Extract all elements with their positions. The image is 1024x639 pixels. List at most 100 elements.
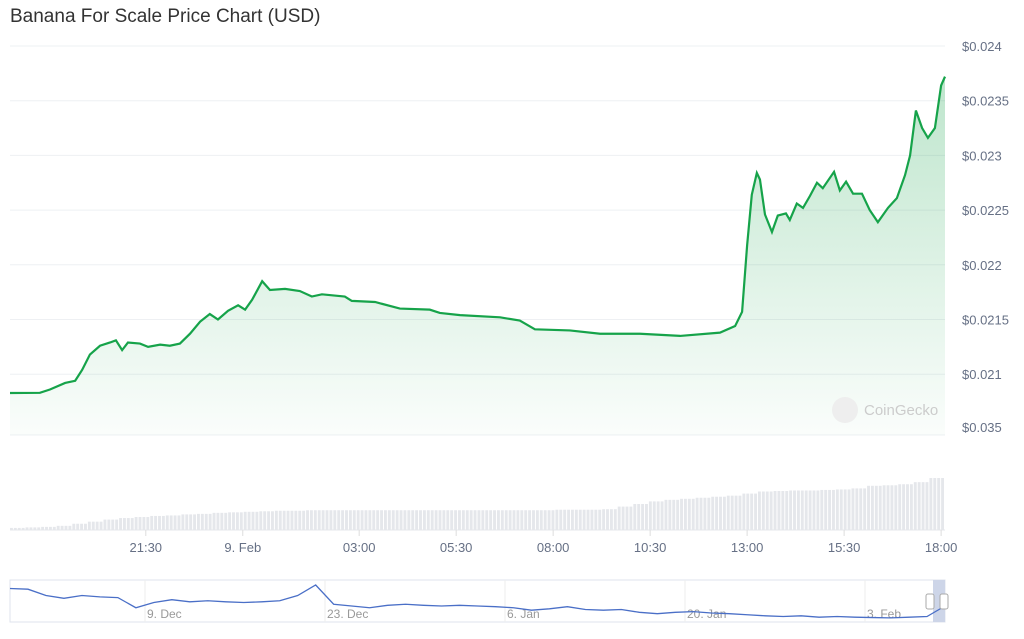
volume-bar	[442, 510, 446, 530]
volume-bar	[547, 510, 551, 530]
volume-bar	[839, 489, 843, 530]
volume-bar	[785, 491, 789, 530]
volume-bar	[134, 517, 138, 530]
volume-bar	[578, 509, 582, 530]
volume-bar	[177, 515, 181, 530]
volume-bar	[500, 510, 504, 530]
volume-bar	[863, 488, 867, 530]
volume-bar	[765, 491, 769, 530]
volume-bar	[481, 510, 485, 530]
navigator-label: 9. Dec	[147, 607, 182, 621]
volume-bar	[345, 510, 348, 530]
x-tick-label: 10:30	[634, 540, 667, 555]
volume-bar	[282, 510, 286, 530]
volume-bar	[668, 499, 672, 530]
volume-bar	[761, 491, 765, 530]
navigator-handle[interactable]	[939, 593, 949, 610]
volume-bar	[828, 489, 832, 530]
volume-bar	[384, 510, 387, 530]
volume-bar	[808, 490, 812, 530]
volume-bar	[656, 501, 660, 530]
volume-bar	[33, 527, 37, 530]
volume-bar	[672, 499, 676, 530]
x-tick-label: 05:30	[440, 540, 473, 555]
volume-bar	[804, 490, 808, 530]
volume-bar	[376, 510, 380, 530]
volume-bar	[461, 510, 465, 530]
volume-bar	[352, 510, 356, 530]
volume-bar	[796, 490, 800, 530]
volume-bar	[781, 491, 785, 530]
volume-bar	[13, 527, 17, 530]
volume-bar	[263, 511, 267, 530]
volume-bar	[621, 506, 625, 530]
volume-bar	[528, 510, 532, 530]
volume-bar	[726, 495, 730, 530]
navigator-label: 3. Feb	[867, 607, 901, 621]
volume-bar	[91, 521, 95, 530]
volume-bar	[415, 510, 419, 530]
volume-bar	[387, 510, 391, 530]
volume-bar	[867, 485, 870, 530]
volume-bar	[37, 527, 41, 530]
volume-bar	[820, 489, 824, 530]
volume-bar	[126, 518, 130, 530]
price-line	[9, 76, 947, 395]
volume-bar	[699, 497, 703, 530]
volume-bar	[243, 511, 247, 530]
volume-bar	[535, 510, 539, 530]
volume-bar	[333, 510, 337, 530]
volume-bar	[337, 510, 341, 530]
volume-bar	[574, 509, 578, 530]
volume-bar	[169, 515, 173, 530]
volume-bar	[715, 496, 719, 530]
volume-bar	[695, 497, 699, 530]
volume-bar	[719, 496, 722, 530]
volume-bar	[426, 510, 430, 530]
y-tick-label: $0.0235	[962, 94, 1009, 109]
volume-bar	[239, 512, 243, 530]
volume-bar	[450, 510, 454, 530]
volume-bar	[208, 513, 212, 530]
navigator-label: 20. Jan	[687, 607, 726, 621]
volume-bar	[255, 511, 259, 530]
volume-bar	[21, 527, 25, 530]
volume-bar	[524, 510, 528, 530]
volume-bar	[516, 510, 520, 530]
volume-bar	[742, 493, 746, 530]
volume-bar	[543, 510, 547, 530]
volume-bar	[465, 510, 469, 530]
volume-bar	[360, 510, 364, 530]
volume-bar	[730, 495, 734, 530]
volume-bar	[711, 496, 715, 530]
volume-bar	[298, 510, 302, 530]
volume-bar	[882, 485, 886, 530]
volume-bar	[181, 514, 185, 530]
volume-bar	[446, 510, 450, 530]
volume-bar	[329, 510, 333, 530]
volume-bar	[419, 510, 422, 530]
volume-bar	[138, 517, 142, 530]
volume-bar	[317, 510, 321, 530]
volume-bar	[750, 493, 754, 530]
volume-bar	[816, 490, 820, 530]
volume-bar	[641, 504, 645, 530]
x-tick-label: 21:30	[130, 540, 163, 555]
volume-bar	[493, 510, 496, 530]
volume-bar	[894, 485, 898, 530]
volume-bar	[878, 485, 882, 530]
navigator-handle[interactable]	[925, 593, 935, 610]
volume-bar	[274, 510, 278, 530]
volume-bar	[707, 497, 711, 530]
volume-bar	[158, 515, 161, 530]
volume-bar	[76, 523, 80, 530]
volume-bar	[321, 510, 325, 530]
volume-bar	[824, 489, 828, 530]
volume-bar	[504, 510, 508, 530]
volume-bar	[294, 510, 298, 530]
volume-bar	[551, 510, 555, 530]
volume-bar	[637, 504, 641, 530]
volume-bar	[306, 510, 309, 530]
volume-bar	[80, 523, 84, 530]
